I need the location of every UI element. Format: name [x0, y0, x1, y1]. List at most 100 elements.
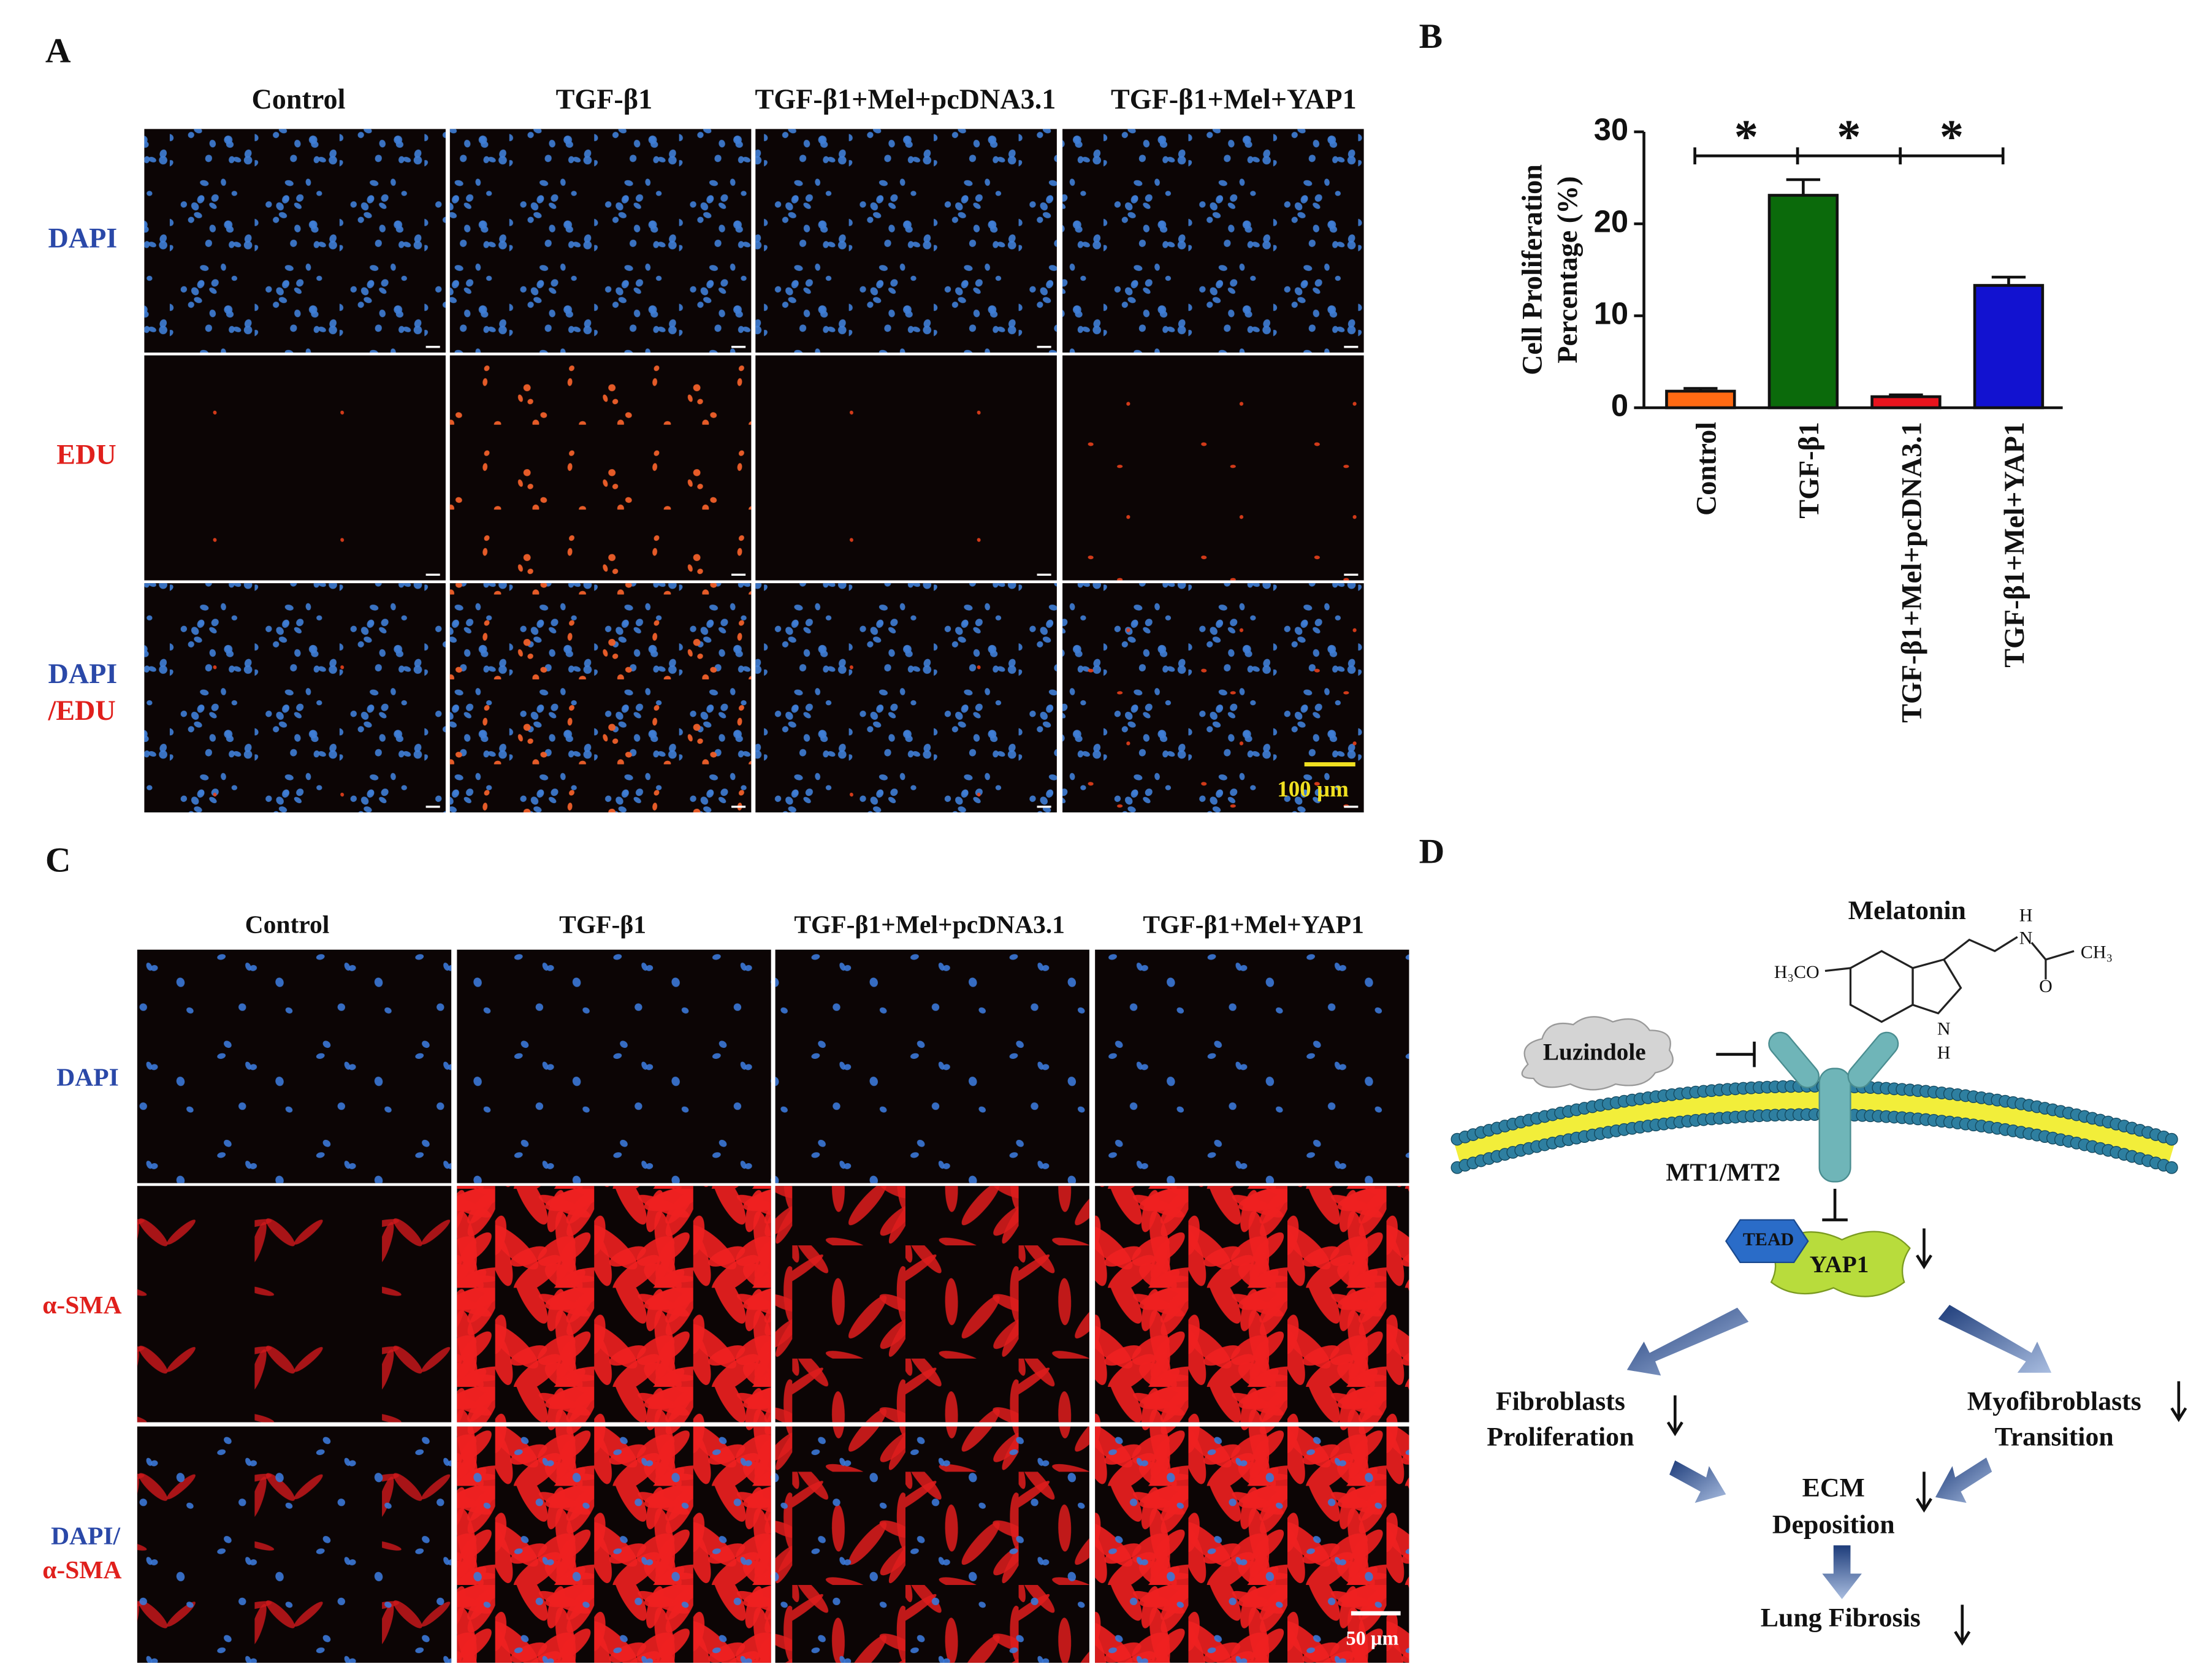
node-label: Lung Fibrosis — [1761, 1603, 1921, 1633]
lipid-band — [1454, 1090, 2175, 1163]
row-label: /EDU — [47, 695, 115, 726]
micrograph-sma — [1095, 1186, 1409, 1422]
yap1-label: YAP1 — [1810, 1251, 1869, 1278]
row-label: DAPI — [48, 222, 117, 253]
chem-label: CH₃ — [2081, 942, 2113, 963]
row-label: DAPI/ — [51, 1521, 120, 1549]
y-axis-label: Percentage (%) — [1552, 176, 1583, 363]
micrograph-nuclei — [1095, 949, 1409, 1183]
row-label: DAPI — [56, 1063, 118, 1091]
micrograph-edu — [449, 355, 752, 581]
lipid-head — [2165, 1132, 2178, 1146]
chem-label: N — [1937, 1018, 1951, 1039]
chem-label: H — [1937, 1043, 1951, 1063]
micrograph-sma — [457, 1186, 771, 1422]
column-header: TGF-β1+Mel+pcDNA3.1 — [755, 83, 1056, 115]
chem-label: H₃CO — [1774, 962, 1820, 982]
chem-label: H — [2019, 906, 2033, 926]
micrograph-sma — [775, 1186, 1089, 1422]
micrograph-nuclei — [137, 949, 452, 1183]
membrane — [1450, 1080, 2178, 1174]
big-arrow — [1822, 1545, 1862, 1600]
x-tick-label: TGF-β1 — [1793, 422, 1824, 519]
chem-label: O — [2039, 976, 2053, 996]
row-label: α-SMA — [42, 1291, 121, 1319]
lipid-head — [2165, 1161, 2178, 1174]
down-arrow-head — [1915, 1254, 1932, 1270]
micrograph-edu — [755, 355, 1057, 581]
node-label: ECM — [1802, 1473, 1865, 1502]
inhibit — [1716, 1041, 1756, 1067]
node-label: Myofibroblasts — [1967, 1387, 2141, 1416]
receptor-arm — [1768, 1031, 1820, 1088]
node-label: Fibroblasts — [1496, 1387, 1625, 1416]
micrograph-sma — [137, 1186, 452, 1422]
x-tick-label: Control — [1690, 422, 1721, 516]
significance-star: * — [1940, 110, 1964, 163]
tead-label: TEAD — [1743, 1229, 1794, 1250]
y-tick-label: 30 — [1594, 112, 1628, 147]
big-arrow — [1938, 1305, 2052, 1373]
node-label: Deposition — [1772, 1510, 1895, 1539]
panel-label: D — [1419, 832, 1445, 871]
tead-shape — [1725, 1219, 1809, 1263]
micrograph-nuclei — [775, 949, 1089, 1183]
column-header: TGF-β1 — [556, 83, 653, 115]
micrograph-edu — [1062, 355, 1364, 581]
micrograph-nuclei — [755, 129, 1057, 353]
column-header: TGF-β1+Mel+YAP1 — [1143, 910, 1364, 938]
column-header: TGF-β1 — [559, 910, 646, 938]
panel-label: A — [45, 31, 71, 70]
node-label: Transition — [1995, 1422, 2114, 1451]
row-label: EDU — [56, 438, 116, 470]
y-tick-label: 0 — [1611, 388, 1628, 422]
receptor-arm — [1847, 1031, 1899, 1088]
big-arrow — [1935, 1457, 1992, 1503]
chain — [1943, 936, 2018, 961]
receptor — [1768, 1031, 1899, 1183]
row-label: DAPI — [48, 658, 117, 689]
y-tick-label: 10 — [1594, 296, 1628, 330]
down-arrow-head — [2170, 1407, 2187, 1422]
receptor-label: MT1/MT2 — [1666, 1158, 1780, 1186]
node-label: Proliferation — [1487, 1422, 1634, 1451]
micrograph-edu — [144, 583, 446, 812]
micrograph-nuclei — [449, 129, 752, 353]
receptor-stem — [1818, 1067, 1851, 1183]
big-arrow — [1669, 1460, 1726, 1503]
micrograph-nuclei — [457, 1426, 771, 1663]
scale-bar-label: 100 µm — [1277, 776, 1349, 801]
down-arrow-head — [1666, 1421, 1683, 1437]
ring — [1912, 958, 1962, 1015]
y-axis-label: Cell Proliferation — [1516, 164, 1547, 375]
panel-label: B — [1419, 17, 1443, 56]
bar — [1665, 389, 1736, 410]
x-tick-label: TGF-β1+Mel+YAP1 — [1999, 422, 2030, 668]
big-arrow — [1626, 1307, 1749, 1376]
column-header: Control — [245, 910, 330, 938]
column-header: Control — [251, 83, 345, 115]
molecule — [1824, 936, 2075, 1023]
micrograph-nuclei — [144, 129, 446, 353]
bond — [1824, 967, 1851, 972]
melatonin-label: Melatonin — [1848, 896, 1966, 925]
y-tick-label: 20 — [1594, 204, 1628, 239]
arrows — [1626, 1305, 2052, 1600]
down-arrow-head — [1915, 1498, 1932, 1513]
micrograph-edu — [144, 355, 446, 581]
micrograph-edu — [449, 583, 752, 812]
micrographs: 100 µm 50 µm — [137, 129, 1409, 1663]
micrograph-nuclei — [457, 949, 771, 1183]
column-header: TGF-β1+Mel+YAP1 — [1111, 83, 1357, 115]
row-label: α-SMA — [42, 1556, 121, 1584]
chain — [2030, 942, 2075, 961]
scale-bar-label: 50 µm — [1346, 1627, 1399, 1649]
ring — [1849, 950, 1914, 1023]
micrograph-edu — [755, 583, 1057, 812]
column-header: TGF-β1+Mel+pcDNA3.1 — [794, 910, 1065, 938]
bar — [1973, 284, 2045, 410]
luzindole-label: Luzindole — [1543, 1039, 1646, 1066]
bar — [1767, 194, 1839, 410]
bar-chart: B 0 10 20 30 Cell Proliferation Percentage (%)… — [1419, 17, 2063, 723]
